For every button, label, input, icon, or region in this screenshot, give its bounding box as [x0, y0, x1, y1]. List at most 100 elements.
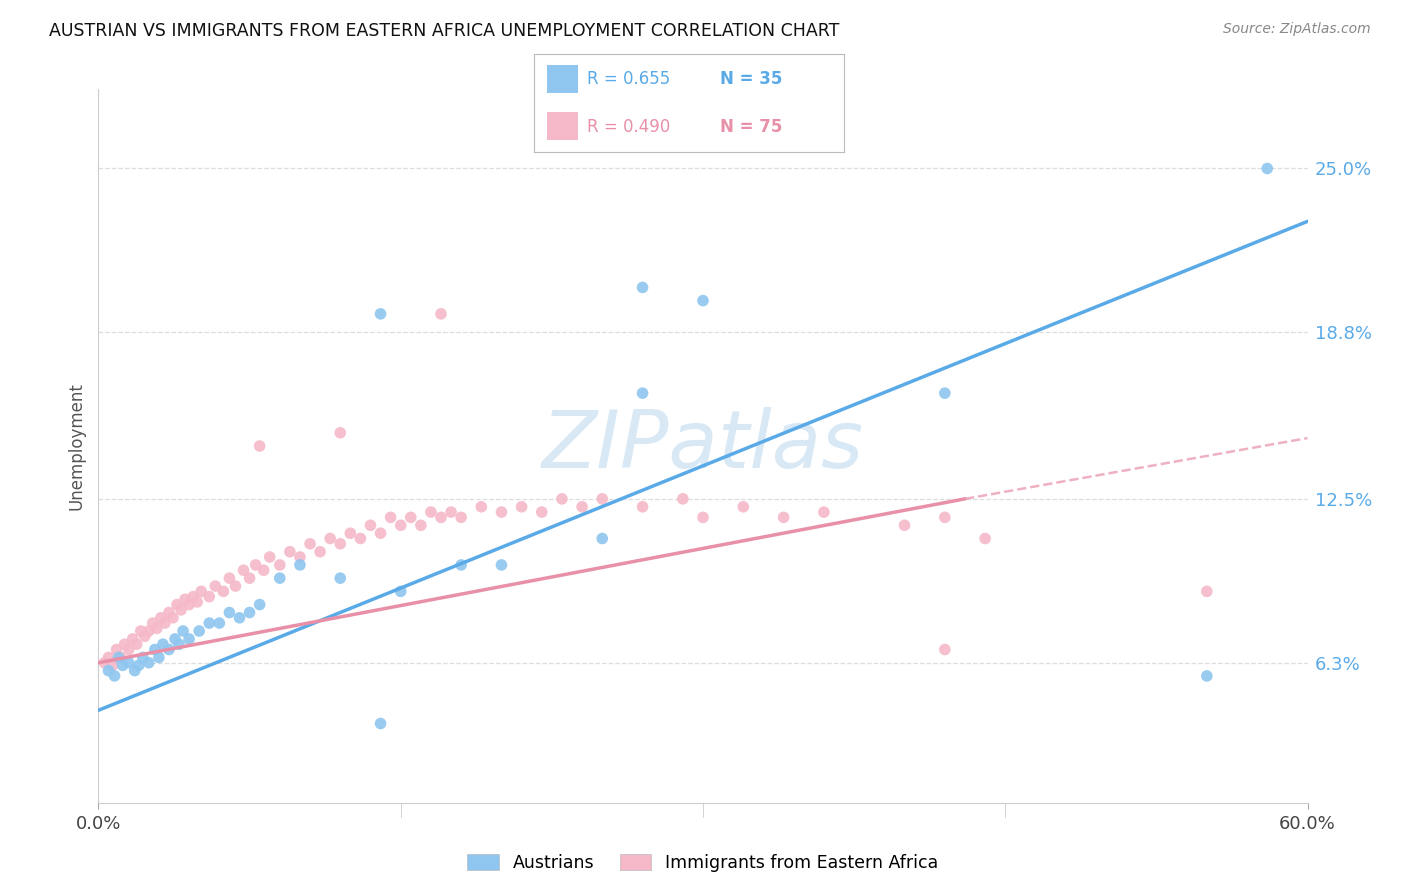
Point [510, 500, 533, 514]
Point [167, 637, 190, 651]
Point [163, 632, 186, 646]
Point [97, 664, 120, 678]
Point [157, 606, 180, 620]
Point [733, 500, 755, 514]
Point [179, 598, 201, 612]
Point [591, 532, 613, 546]
Point [224, 579, 246, 593]
Point [288, 558, 311, 572]
Point [142, 616, 165, 631]
Point [212, 584, 235, 599]
Point [107, 650, 129, 665]
Point [329, 571, 352, 585]
Point [692, 293, 714, 308]
Point [124, 664, 146, 678]
Point [143, 642, 166, 657]
Point [349, 532, 371, 546]
Point [813, 505, 835, 519]
Point [138, 656, 160, 670]
Point [450, 510, 472, 524]
Point [934, 642, 956, 657]
Point [162, 611, 184, 625]
Point [1195, 584, 1218, 599]
Point [105, 642, 128, 657]
Point [269, 558, 291, 572]
Point [934, 510, 956, 524]
Point [249, 598, 271, 612]
Point [232, 563, 254, 577]
Point [450, 558, 472, 572]
Point [974, 532, 997, 546]
Point [370, 307, 392, 321]
Point [430, 510, 453, 524]
Point [181, 590, 204, 604]
Point [772, 510, 794, 524]
Point [190, 584, 212, 599]
Point [409, 518, 432, 533]
Point [299, 537, 322, 551]
Point [370, 526, 392, 541]
Point [218, 606, 240, 620]
Point [278, 545, 301, 559]
Point [128, 658, 150, 673]
Point [228, 611, 250, 625]
Point [380, 510, 402, 524]
Text: ZIPatlas: ZIPatlas [541, 407, 865, 485]
Point [269, 571, 291, 585]
Point [420, 505, 443, 519]
Point [319, 532, 342, 546]
Point [430, 307, 453, 321]
Text: AUSTRIAN VS IMMIGRANTS FROM EASTERN AFRICA UNEMPLOYMENT CORRELATION CHART: AUSTRIAN VS IMMIGRANTS FROM EASTERN AFRI… [49, 22, 839, 40]
Point [114, 637, 136, 651]
Point [93, 656, 115, 670]
Point [491, 505, 513, 519]
Point [97, 650, 120, 665]
Point [179, 632, 201, 646]
Point [399, 510, 422, 524]
Point [249, 439, 271, 453]
Point [631, 500, 654, 514]
Point [339, 526, 361, 541]
Y-axis label: Unemployment: Unemployment [67, 382, 86, 510]
Point [551, 491, 574, 506]
Point [329, 537, 352, 551]
Bar [547, 112, 578, 140]
Point [218, 571, 240, 585]
Point [129, 624, 152, 638]
Point [152, 637, 174, 651]
Point [470, 500, 492, 514]
Text: R = 0.490: R = 0.490 [586, 118, 671, 136]
Point [329, 425, 352, 440]
Point [360, 518, 382, 533]
Point [118, 656, 141, 670]
Point [208, 616, 231, 631]
Point [253, 563, 276, 577]
Point [170, 603, 193, 617]
Point [134, 629, 156, 643]
Point [631, 386, 654, 401]
Point [111, 658, 134, 673]
Point [146, 621, 169, 635]
Legend: Austrians, Immigrants from Eastern Africa: Austrians, Immigrants from Eastern Afric… [460, 847, 946, 879]
Point [172, 624, 194, 638]
Point [125, 637, 148, 651]
Point [571, 500, 593, 514]
Point [934, 386, 956, 401]
Point [1256, 161, 1278, 176]
Point [288, 549, 311, 564]
Point [389, 584, 412, 599]
Point [591, 491, 613, 506]
Text: Source: ZipAtlas.com: Source: ZipAtlas.com [1223, 22, 1371, 37]
Point [148, 650, 170, 665]
Point [672, 491, 695, 506]
Point [204, 579, 226, 593]
Point [631, 280, 654, 294]
Point [101, 658, 124, 673]
Text: N = 75: N = 75 [720, 118, 782, 136]
Point [309, 545, 332, 559]
Point [110, 650, 132, 665]
Point [893, 518, 915, 533]
Point [259, 549, 281, 564]
Point [121, 632, 143, 646]
Text: R = 0.655: R = 0.655 [586, 70, 671, 87]
